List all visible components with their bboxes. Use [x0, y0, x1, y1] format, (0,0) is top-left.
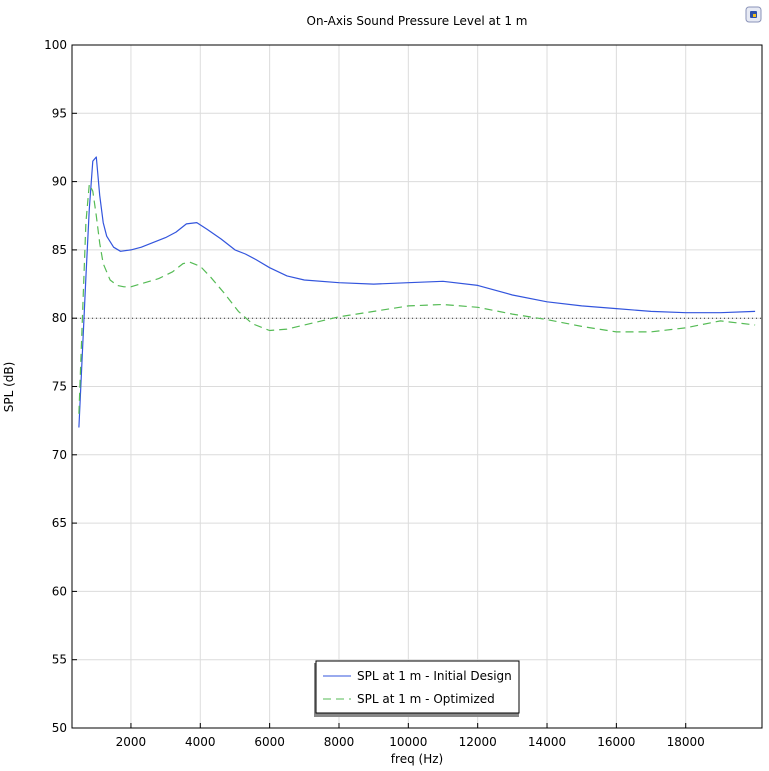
- y-tick-label: 70: [52, 448, 67, 462]
- x-tick-label: 18000: [667, 735, 705, 749]
- legend-box: [315, 660, 520, 714]
- x-tick-label: 16000: [597, 735, 635, 749]
- x-tick-label: 12000: [459, 735, 497, 749]
- x-tick-label: 6000: [254, 735, 285, 749]
- x-tick-label: 2000: [116, 735, 147, 749]
- y-tick-label: 75: [52, 380, 67, 394]
- legend-entry-optimized: SPL at 1 m - Optimized: [357, 692, 495, 706]
- x-tick-label: 10000: [389, 735, 427, 749]
- y-axis-label: SPL (dB): [2, 362, 16, 413]
- y-tick-label: 95: [52, 106, 67, 120]
- window-icon: [745, 6, 762, 23]
- chart-title: On-Axis Sound Pressure Level at 1 m: [307, 14, 528, 28]
- x-tick-label: 14000: [528, 735, 566, 749]
- y-tick-label: 60: [52, 584, 67, 598]
- y-tick-label: 90: [52, 175, 67, 189]
- series-line-optimized: [78, 183, 756, 414]
- y-tick-label: 65: [52, 516, 67, 530]
- y-tick-label: 100: [44, 38, 67, 52]
- y-tick-label: 85: [52, 243, 67, 257]
- x-ticks: 2000 4000 6000 8000 10000 12000 14000 16000 1800…: [116, 723, 705, 749]
- y-tick-label: 55: [52, 653, 67, 667]
- y-tick-label: 80: [52, 311, 67, 325]
- series-layer: [78, 156, 756, 428]
- y-tick-label: 50: [52, 721, 67, 735]
- x-tick-label: 4000: [185, 735, 216, 749]
- series-line-initial-design: [78, 156, 756, 428]
- x-axis-label: freq (Hz): [391, 752, 443, 766]
- legend: SPL at 1 m - Initial Design SPL at 1 m -…: [314, 660, 520, 717]
- x-tick-label: 8000: [324, 735, 355, 749]
- legend-entry-initial: SPL at 1 m - Initial Design: [357, 669, 512, 683]
- y-ticks: 50 55 60 65 70 75 80 85 90 95 100: [44, 38, 77, 735]
